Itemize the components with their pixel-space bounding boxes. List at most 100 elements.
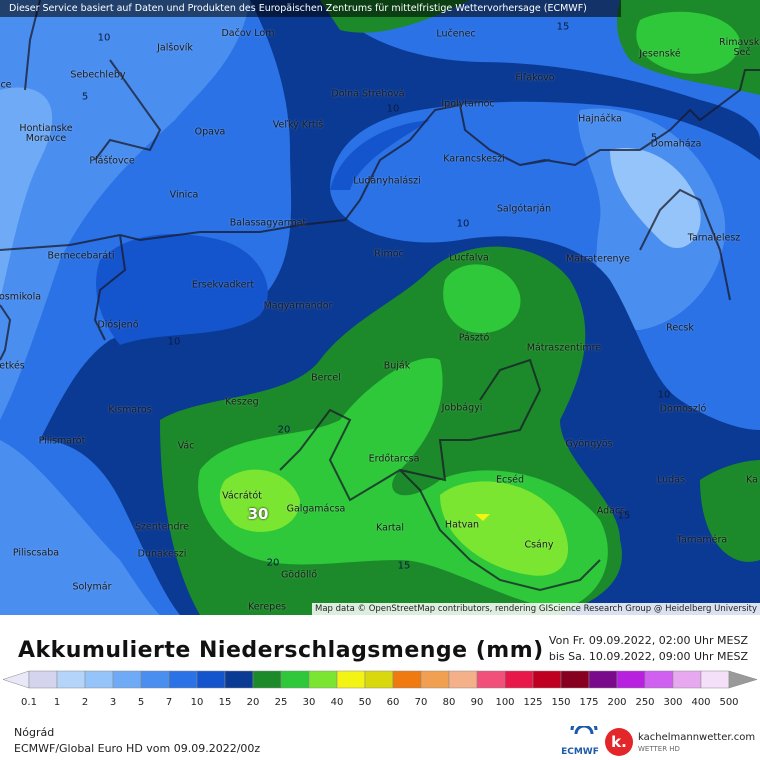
scale-box — [532, 670, 562, 689]
place-label: Tarnaméra — [676, 534, 728, 546]
contour-label: 10 — [456, 218, 470, 230]
place-label: Dačov Lom — [221, 28, 275, 39]
scale-label: 2 — [81, 697, 89, 708]
place-label: Solymár — [72, 581, 112, 593]
scale-label: 10 — [190, 697, 204, 708]
scale-label: 25 — [274, 697, 288, 708]
place-label: Kismaros — [108, 404, 152, 416]
contour-label: 15 — [397, 560, 411, 572]
contour-label: 30 — [247, 505, 269, 523]
scale-label: 150 — [551, 697, 571, 708]
field-30-40 — [475, 514, 490, 521]
place-label: Domaháza — [650, 138, 702, 150]
scale-label: 1 — [53, 697, 61, 708]
scale-box — [616, 670, 646, 689]
place-label: Lucfalva — [449, 252, 489, 264]
scale-box — [168, 670, 198, 689]
field-15-20 — [700, 460, 760, 562]
place-label: Domoszló — [659, 403, 707, 415]
field-25-30 — [440, 481, 569, 576]
scale-label: 500 — [719, 697, 739, 708]
place-label: Csány — [524, 539, 554, 551]
place-label: Kartal — [376, 522, 404, 534]
place-label: Bercel — [311, 372, 341, 384]
place-label: Tarnalelesz — [687, 232, 741, 244]
contour-label: 20 — [266, 557, 280, 569]
field-25-30 — [219, 469, 300, 532]
place-label: Ersekvadkert — [191, 279, 255, 291]
ecmwf-icon — [570, 726, 598, 735]
scale-label: 80 — [442, 697, 456, 708]
place-label: Bernecebaráti — [47, 250, 115, 262]
border-lines — [0, 0, 760, 592]
place-label: Pásztó — [458, 332, 490, 344]
scale-label: 200 — [607, 697, 627, 708]
field-20-25 — [443, 264, 521, 334]
scale-label: 250 — [635, 697, 655, 708]
attribution: Map data © OpenStreetMap contributors, r… — [312, 603, 760, 615]
color-scale — [2, 670, 758, 689]
scale-label: 3 — [109, 697, 117, 708]
scale-label: 300 — [663, 697, 683, 708]
scale-label: 70 — [414, 697, 428, 708]
field-1-2 — [610, 148, 701, 249]
k-circle — [605, 728, 633, 756]
scale-box — [448, 670, 478, 689]
place-label: Vácrátót — [222, 490, 262, 502]
scale-box — [560, 670, 590, 689]
place-label: Hajnáčka — [578, 113, 622, 125]
contour-label: 15 — [556, 21, 570, 33]
place-label: Lučenec — [436, 28, 476, 40]
place-label: Plášťovce — [89, 155, 135, 167]
scale-box — [224, 670, 254, 689]
scale-box — [476, 670, 506, 689]
place-label: Ka — [746, 474, 758, 486]
place-label: Opava — [194, 126, 226, 138]
place-label: Jesenské — [639, 48, 681, 60]
site-sub: WETTER HD — [638, 745, 680, 753]
place-label: Kerepes — [248, 601, 286, 613]
place-label: Magyarnándor — [263, 300, 333, 312]
field-20-25 — [636, 11, 740, 74]
place-label: Balassagyarmat — [229, 217, 307, 229]
place-label: Fiľakovo — [515, 72, 555, 84]
contour-label: 10 — [657, 389, 671, 401]
contour-label: 10 — [386, 103, 400, 115]
scale-box — [56, 670, 86, 689]
scale-box — [700, 670, 730, 689]
place-label: Mátraszentimre — [526, 342, 602, 354]
place-label: Ludányhalászi — [353, 175, 421, 187]
field-3-5 — [0, 0, 250, 420]
map: Dieser Service basiert auf Daten und Pro… — [0, 0, 760, 615]
place-label: Rimóc — [374, 248, 404, 260]
scale-under-arrow — [2, 670, 30, 689]
scale-box — [196, 670, 226, 689]
place-label: Dunakeszi — [137, 548, 187, 560]
place-label: Jobbágyi — [441, 402, 483, 414]
place-label: Salgótarján — [496, 203, 552, 215]
field-7-10 — [330, 120, 430, 190]
place-label: Galgamácsa — [286, 503, 346, 515]
scale-box — [364, 670, 394, 689]
place-label: ce — [0, 79, 12, 91]
scale-box — [392, 670, 422, 689]
site-name: kachelmannwetter.com — [638, 732, 755, 743]
place-label: Gyöngyös — [565, 438, 613, 450]
period-to: bis Sa. 10.09.2022, 09:00 Uhr MESZ — [548, 650, 748, 663]
field-7-10 — [96, 234, 268, 345]
place-label: Pilismarót — [38, 435, 86, 447]
place-label: Jalšovík — [157, 42, 193, 54]
scale-box — [672, 670, 702, 689]
scale-box — [504, 670, 534, 689]
scale-box — [644, 670, 674, 689]
scale-box — [308, 670, 338, 689]
contour-label: 10 — [97, 32, 111, 44]
scale-label: 60 — [386, 697, 400, 708]
scale-box — [252, 670, 282, 689]
scale-label: 125 — [523, 697, 543, 708]
place-label: etkés — [0, 360, 25, 372]
chart-title: Akkumulierte Niederschlagsmenge (mm) — [18, 638, 544, 663]
place-label: Gödöllő — [280, 569, 318, 581]
field-2-3 — [0, 87, 53, 300]
